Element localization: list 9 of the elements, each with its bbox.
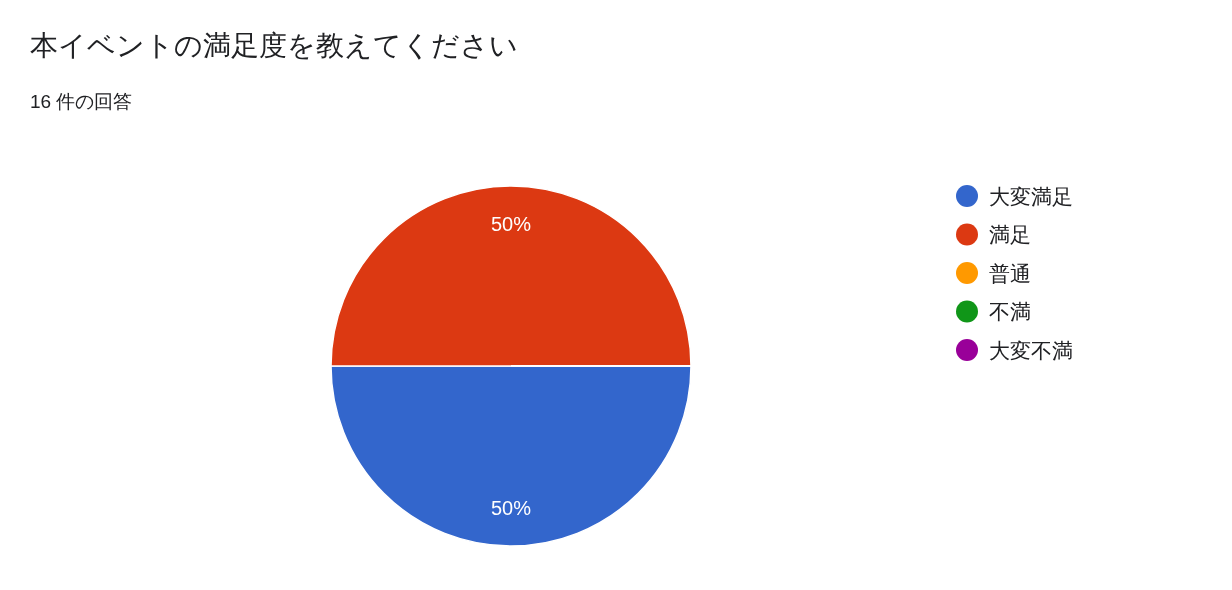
legend-label: 不満 [989, 300, 1031, 323]
legend-label: 満足 [989, 223, 1031, 246]
legend-label: 大変不満 [989, 338, 1073, 362]
legend-label: 普通 [989, 261, 1031, 285]
data-label: 50% [490, 212, 532, 235]
data-label: 50% [490, 497, 532, 520]
chart-title: 本イベントの満足度を教えてください [30, 30, 518, 61]
text: 16 件の回答 [30, 91, 133, 112]
legend-label: 大変満足 [989, 184, 1073, 208]
